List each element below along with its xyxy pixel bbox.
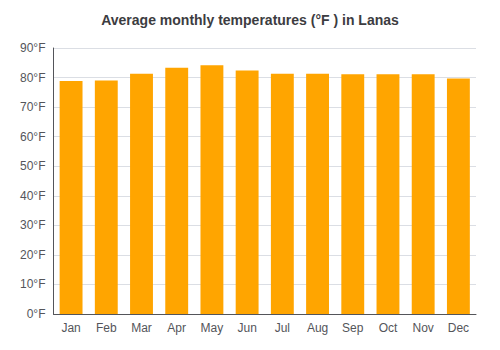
svg-text:Oct: Oct [379, 321, 398, 335]
svg-text:10°F: 10°F [20, 277, 45, 291]
svg-text:30°F: 30°F [20, 218, 45, 232]
svg-text:Sep: Sep [342, 321, 364, 335]
svg-text:40°F: 40°F [20, 189, 45, 203]
svg-text:May: May [201, 321, 224, 335]
svg-text:Feb: Feb [96, 321, 117, 335]
svg-text:Apr: Apr [167, 321, 186, 335]
svg-text:70°F: 70°F [20, 100, 45, 114]
svg-text:Aug: Aug [307, 321, 328, 335]
svg-text:90°F: 90°F [20, 41, 45, 55]
svg-text:50°F: 50°F [20, 159, 45, 173]
svg-text:0°F: 0°F [27, 307, 46, 321]
svg-text:Average monthly temperatures (: Average monthly temperatures (°F ) in La… [101, 12, 399, 28]
svg-text:Jan: Jan [61, 321, 80, 335]
svg-text:Nov: Nov [413, 321, 434, 335]
svg-text:80°F: 80°F [20, 71, 45, 85]
svg-text:20°F: 20°F [20, 248, 45, 262]
svg-text:60°F: 60°F [20, 130, 45, 144]
svg-text:Dec: Dec [448, 321, 469, 335]
svg-text:Mar: Mar [131, 321, 152, 335]
svg-text:Jun: Jun [237, 321, 256, 335]
svg-text:Jul: Jul [275, 321, 290, 335]
